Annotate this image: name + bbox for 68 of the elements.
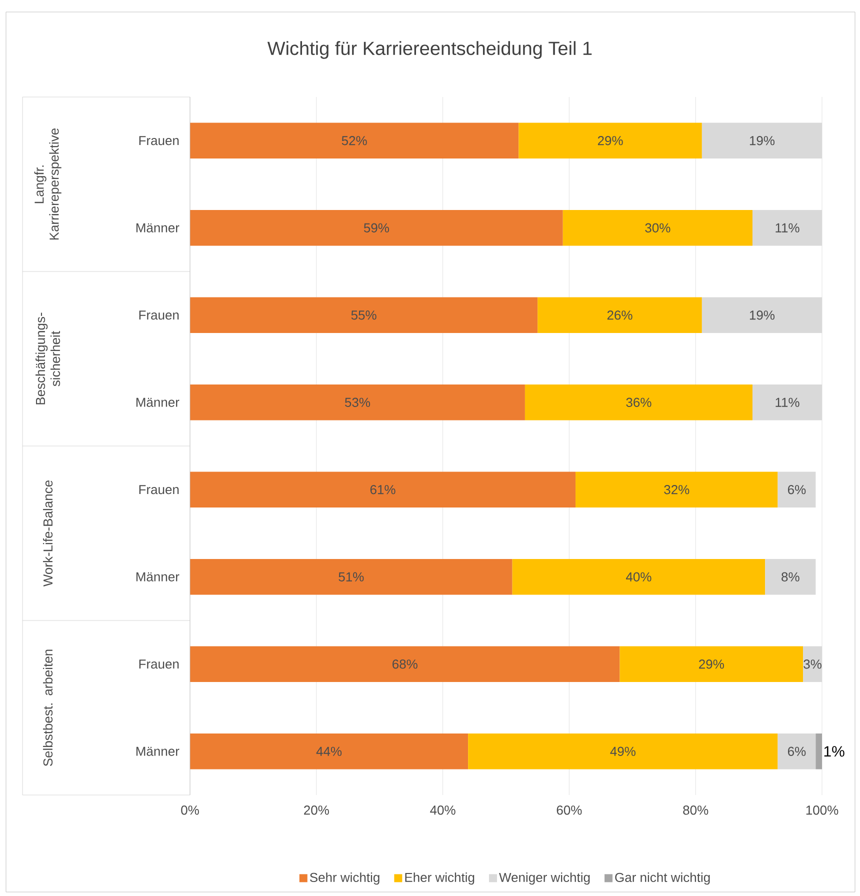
data-label: 29% bbox=[598, 136, 623, 146]
y-tick-label: Frauen bbox=[139, 660, 179, 669]
bar bbox=[620, 646, 804, 682]
data-label: 40% bbox=[626, 572, 652, 582]
bar bbox=[190, 733, 468, 770]
data-label: 51% bbox=[338, 572, 364, 582]
data-label: 55% bbox=[351, 310, 376, 320]
data-label: 52% bbox=[342, 136, 367, 146]
bar bbox=[576, 472, 778, 508]
x-tick-label: 80% bbox=[683, 806, 708, 815]
bar bbox=[562, 210, 752, 246]
bar bbox=[765, 558, 816, 595]
y-tick-label: Frauen bbox=[139, 136, 179, 146]
x-tick-label: 40% bbox=[430, 806, 456, 815]
data-label: 6% bbox=[788, 485, 806, 494]
data-label: 53% bbox=[344, 398, 370, 407]
bar bbox=[538, 297, 702, 334]
data-label: 49% bbox=[610, 746, 636, 756]
data-label: 11% bbox=[776, 398, 800, 407]
bar bbox=[468, 733, 778, 770]
x-tick-label: 60% bbox=[556, 806, 582, 815]
bar bbox=[190, 210, 563, 246]
bar bbox=[190, 297, 538, 334]
text: Langfr. Karriereperspektive bbox=[34, 128, 62, 240]
bar bbox=[778, 472, 816, 508]
data-label: 6% bbox=[788, 746, 806, 756]
data-label: 29% bbox=[699, 660, 724, 669]
data-label: 3% bbox=[804, 660, 822, 669]
bar bbox=[524, 384, 752, 420]
data-label: 36% bbox=[626, 398, 652, 407]
data-label: 1% bbox=[824, 746, 844, 757]
bar bbox=[512, 558, 766, 595]
bar bbox=[190, 646, 620, 682]
bar bbox=[816, 733, 822, 770]
bar bbox=[778, 733, 816, 770]
bar bbox=[190, 384, 525, 420]
data-label: 26% bbox=[607, 310, 632, 320]
bar bbox=[190, 472, 576, 508]
y-tick-label: Männer bbox=[136, 746, 180, 756]
data-label: 8% bbox=[782, 572, 800, 582]
data-label: 11% bbox=[776, 223, 800, 232]
legend-label: Sehr wichtig bbox=[310, 872, 380, 885]
legend-label: Eher wichtig bbox=[405, 872, 474, 885]
data-label: 19% bbox=[750, 310, 775, 320]
bar bbox=[518, 122, 702, 159]
chart-title: Wichtig für Karriereentscheidung Teil 1 bbox=[267, 41, 592, 59]
text: Beschäftigungs-sicherheit bbox=[36, 312, 60, 404]
legend-label: Weniger wichtig bbox=[499, 872, 590, 885]
y-tick-label: Männer bbox=[136, 398, 180, 407]
bar bbox=[190, 558, 512, 595]
data-label: 32% bbox=[664, 485, 690, 494]
y-tick-label: Männer bbox=[136, 572, 180, 582]
data-label: 61% bbox=[370, 485, 396, 494]
legend-label: Gar nicht wichtig bbox=[615, 872, 710, 885]
text: Work-Life-Balance bbox=[43, 480, 53, 587]
data-label: 30% bbox=[645, 223, 670, 232]
bar bbox=[190, 122, 519, 159]
data-label: 59% bbox=[364, 223, 389, 232]
y-tick-label: Frauen bbox=[139, 310, 179, 320]
data-label: 68% bbox=[392, 660, 418, 669]
y-tick-label: Frauen bbox=[139, 485, 179, 494]
text: Selbstbest. arbeiten bbox=[43, 650, 53, 766]
x-tick-label: 100% bbox=[806, 806, 838, 815]
y-tick-label: Männer bbox=[136, 223, 180, 232]
x-tick-label: 20% bbox=[304, 806, 329, 815]
data-label: 44% bbox=[316, 746, 342, 756]
x-tick-label: 0% bbox=[181, 806, 199, 815]
data-label: 19% bbox=[750, 136, 775, 146]
